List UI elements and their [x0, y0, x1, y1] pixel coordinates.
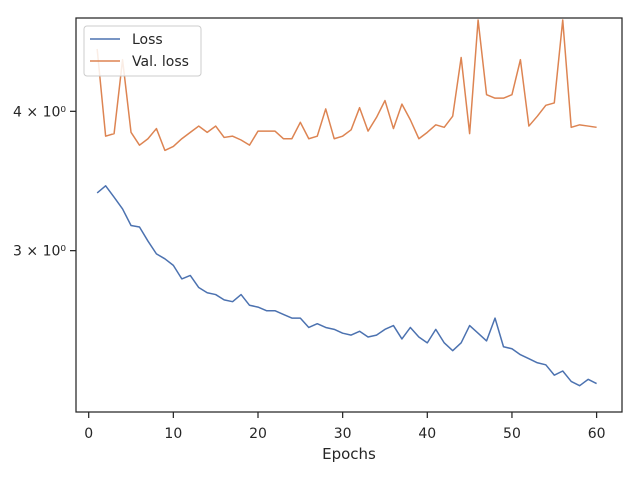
x-tick-label: 60 — [588, 426, 606, 442]
x-tick-label: 10 — [164, 426, 182, 442]
legend-label-val-loss: Val. loss — [132, 54, 189, 70]
x-tick-label: 20 — [249, 426, 267, 442]
x-tick-label: 50 — [503, 426, 521, 442]
x-axis: 0 10 20 30 40 50 60 — [84, 412, 606, 442]
plot-area — [75, 17, 623, 413]
legend: Loss Val. loss — [83, 25, 202, 77]
y-tick-label: 3 × 10⁰ — [13, 244, 66, 260]
series-line-loss — [96, 185, 597, 387]
series-layer — [96, 19, 597, 387]
series-line-val-loss — [96, 19, 597, 152]
x-tick-label: 30 — [334, 426, 352, 442]
x-axis-label: Epochs — [322, 445, 376, 463]
y-axis: 3 × 10⁰ 4 × 10⁰ — [13, 104, 76, 260]
x-tick-label: 40 — [418, 426, 436, 442]
legend-label-loss: Loss — [132, 32, 163, 48]
y-tick-label: 4 × 10⁰ — [13, 104, 66, 120]
x-tick-label: 0 — [84, 426, 93, 442]
